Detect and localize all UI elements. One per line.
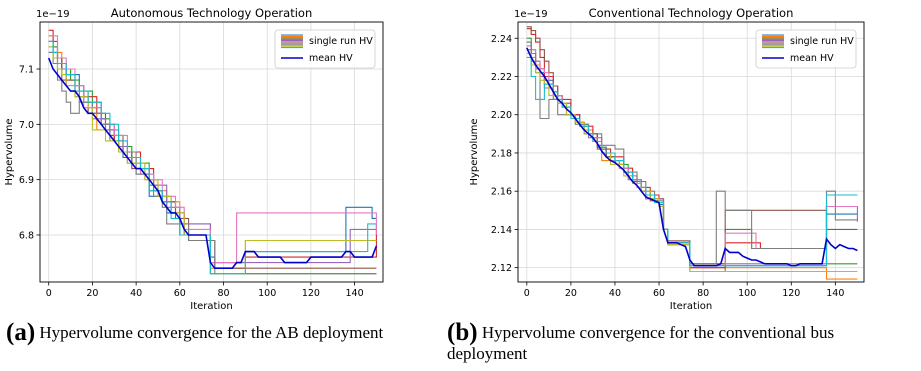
legend-label-mean: mean HV (309, 53, 353, 64)
x-tick-label: 0 (46, 288, 52, 299)
x-tick-label: 120 (782, 288, 800, 299)
single-run-line-3 (526, 37, 858, 273)
y-tick-label: 2.16 (491, 187, 512, 198)
single-run-line-1 (526, 41, 858, 267)
y-axis-label: Hypervolume (4, 118, 15, 185)
single-run-line-10 (526, 56, 858, 267)
y-tick-label: 2.22 (491, 72, 512, 83)
legend: single run HV mean HV (755, 29, 857, 69)
axis-offset-label: 1e−19 (36, 9, 70, 20)
caption-a-tag: (a) (6, 319, 36, 346)
y-tick-label: 7.0 (19, 120, 34, 131)
x-tick-label: 80 (217, 288, 229, 299)
x-tick-label: 40 (609, 288, 621, 299)
single-run-line-7 (526, 45, 858, 267)
x-tick-label: 100 (258, 288, 276, 299)
x-tick-label: 20 (565, 288, 577, 299)
x-tick-label: 60 (174, 288, 186, 299)
caption-a: (a) Hypervolume convergence for the AB d… (6, 319, 446, 346)
caption-b-text: Hypervolume convergence for the conventi… (447, 323, 835, 363)
legend: single run HV mean HV (274, 29, 376, 69)
y-axis-label: Hypervolume (469, 118, 480, 185)
y-tick-label: 2.24 (491, 34, 512, 45)
y-tick-label: 2.14 (491, 225, 512, 236)
single-run-line-9 (48, 46, 377, 275)
single-run-line-7 (48, 35, 377, 264)
single-run-line-6 (48, 40, 377, 269)
chart-title: Autonomous Technology Operation (111, 6, 313, 20)
single-run-line-9 (526, 52, 858, 273)
single-run-line-2 (526, 45, 858, 280)
axis-offset-label: 1e−19 (514, 9, 548, 20)
single-run-line-3 (48, 46, 377, 275)
x-axis-label: Iteration (190, 301, 232, 312)
x-tick-label: 0 (524, 288, 530, 299)
plot-area (47, 29, 378, 275)
y-tick-label: 2.18 (491, 148, 512, 159)
plot-area (526, 26, 858, 280)
legend-label-mean: mean HV (790, 53, 834, 64)
x-tick-label: 40 (130, 288, 142, 299)
chart-title: Conventional Technology Operation (589, 6, 794, 20)
caption-b: (b) Hypervolume convergence for the conv… (447, 319, 917, 364)
x-tick-label: 140 (346, 288, 364, 299)
plot-frame (39, 21, 384, 283)
legend-label-single-run: single run HV (309, 36, 373, 47)
x-tick-label: 20 (86, 288, 98, 299)
y-tick-label: 6.8 (19, 230, 34, 241)
mean-hv-line (47, 57, 378, 269)
single-run-line-1 (48, 40, 377, 269)
plot-frame (517, 21, 865, 283)
x-tick-label: 120 (302, 288, 320, 299)
legend-label-single-run: single run HV (790, 36, 854, 47)
caption-a-text: Hypervolume convergence for the AB deplo… (39, 323, 384, 342)
caption-b-tag: (b) (447, 319, 478, 346)
single-run-line-10 (48, 40, 377, 275)
y-tick-label: 2.20 (491, 110, 512, 121)
x-tick-label: 100 (738, 288, 756, 299)
x-axis-label: Iteration (670, 301, 712, 312)
single-run-line-5 (526, 49, 858, 265)
x-tick-label: 140 (826, 288, 844, 299)
single-run-line-5 (48, 51, 377, 264)
mean-hv-line (526, 47, 858, 267)
single-run-line-2 (48, 35, 377, 269)
y-tick-label: 7.1 (19, 65, 34, 76)
y-tick-label: 6.9 (19, 175, 34, 186)
chart-conventional: Conventional Technology Operation 1e−19 0 2… (469, 6, 865, 312)
x-tick-label: 60 (653, 288, 665, 299)
x-tick-label: 80 (697, 288, 709, 299)
y-tick-label: 2.12 (491, 263, 512, 274)
chart-autonomous: Autonomous Technology Operation 1e−19 0 20 4… (4, 6, 384, 312)
